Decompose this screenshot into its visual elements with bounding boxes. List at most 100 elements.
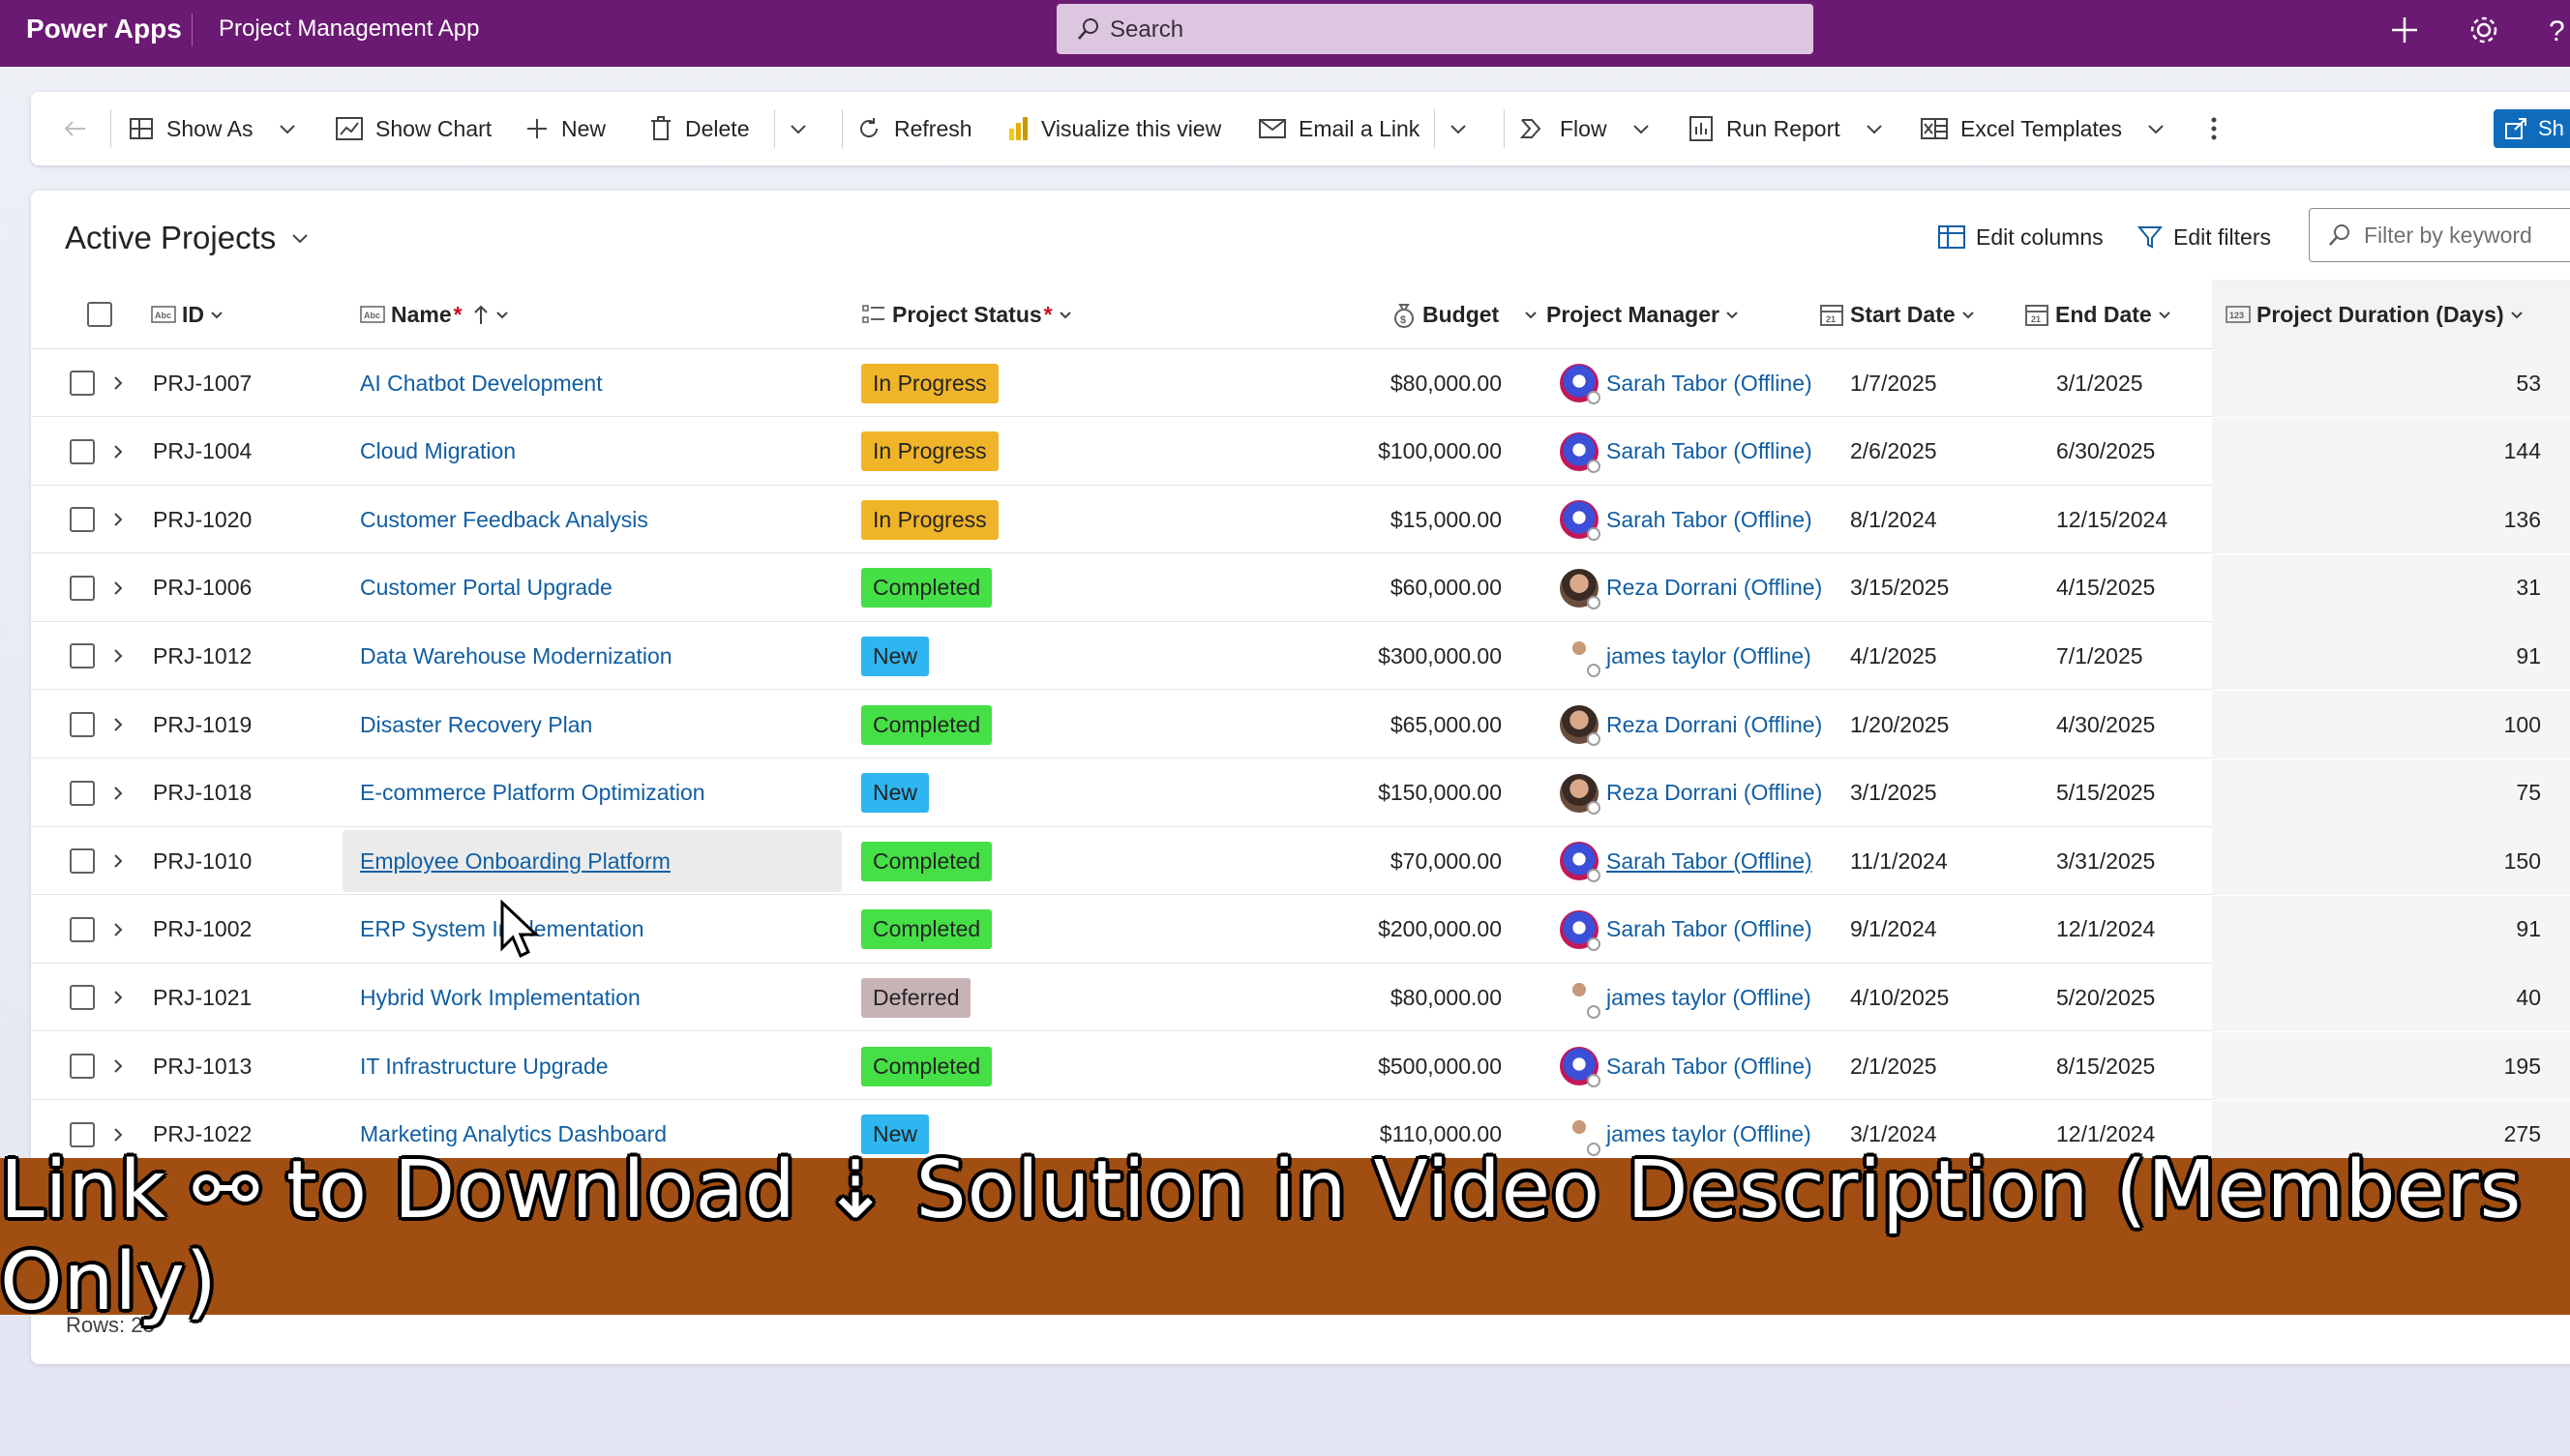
more-email-chevron[interactable]	[1448, 92, 1469, 165]
table-row[interactable]: PRJ-1004 Cloud Migration In Progress $10…	[31, 417, 2570, 486]
excel-templates-button[interactable]: Excel Templates	[1920, 92, 2167, 165]
column-header-end-date[interactable]: 21 End Date	[2024, 280, 2173, 349]
cell-name-link[interactable]: Disaster Recovery Plan	[360, 711, 593, 737]
row-checkbox[interactable]	[70, 486, 95, 553]
help-icon[interactable]: ?	[2541, 12, 2570, 48]
cell-name-link[interactable]: IT Infrastructure Upgrade	[360, 1053, 609, 1079]
table-row[interactable]: PRJ-1019 Disaster Recovery Plan Complete…	[31, 691, 2570, 758]
new-button[interactable]: New	[524, 92, 606, 165]
row-checkbox[interactable]	[70, 759, 95, 827]
cell-manager-link[interactable]: Reza Dorrani (Offline)	[1560, 554, 1822, 622]
delete-button[interactable]: Delete	[648, 92, 749, 165]
flow-button[interactable]: Flow	[1519, 92, 1652, 165]
select-all-checkbox[interactable]	[87, 280, 112, 349]
table-row[interactable]: PRJ-1006 Customer Portal Upgrade Complet…	[31, 553, 2570, 622]
checkbox[interactable]	[70, 507, 95, 533]
expand-row-button[interactable]	[108, 691, 128, 758]
checkbox[interactable]	[87, 302, 112, 327]
plus-icon[interactable]	[2386, 12, 2423, 48]
expand-row-button[interactable]	[108, 418, 128, 486]
expand-row-button[interactable]	[108, 1032, 128, 1100]
checkbox[interactable]	[70, 780, 95, 806]
more-commands-button[interactable]	[2208, 92, 2220, 165]
cell-name-link[interactable]: Hybrid Work Implementation	[360, 984, 641, 1010]
checkbox[interactable]	[70, 848, 95, 875]
cell-name-link[interactable]: Data Warehouse Modernization	[360, 642, 672, 669]
cell-manager-link[interactable]: james taylor (Offline)	[1560, 622, 1811, 690]
expand-row-button[interactable]	[108, 896, 128, 964]
cell-name-link[interactable]: AI Chatbot Development	[360, 370, 603, 396]
checkbox[interactable]	[70, 438, 95, 464]
table-row[interactable]: PRJ-1021 Hybrid Work Implementation Defe…	[31, 964, 2570, 1032]
column-header-budget[interactable]: $ Budget	[1391, 280, 1539, 349]
expand-row-button[interactable]	[108, 554, 128, 622]
gear-icon[interactable]	[2465, 12, 2502, 48]
expand-row-button[interactable]	[108, 759, 128, 827]
expand-row-button[interactable]	[108, 964, 128, 1031]
cell-manager-link[interactable]: Sarah Tabor (Offline)	[1560, 418, 1812, 486]
expand-row-button[interactable]	[108, 622, 128, 690]
share-button[interactable]: Sh	[2494, 109, 2570, 148]
cell-manager-link[interactable]: Sarah Tabor (Offline)	[1560, 1032, 1812, 1100]
app-name[interactable]: Project Management App	[219, 15, 480, 42]
cell-name-link[interactable]: E-commerce Platform Optimization	[360, 780, 705, 806]
view-selector[interactable]: Active Projects	[65, 220, 311, 256]
refresh-button[interactable]: Refresh	[855, 92, 972, 165]
row-checkbox[interactable]	[70, 896, 95, 964]
row-checkbox[interactable]	[70, 1032, 95, 1100]
row-checkbox[interactable]	[70, 964, 95, 1031]
checkbox[interactable]	[70, 1121, 95, 1147]
show-as-button[interactable]: Show As	[128, 92, 298, 165]
cell-manager-link[interactable]: james taylor (Offline)	[1560, 1101, 1811, 1169]
filter-by-keyword-input[interactable]: Filter by keyword	[2309, 208, 2570, 262]
row-checkbox[interactable]	[70, 554, 95, 622]
checkbox[interactable]	[70, 643, 95, 669]
table-row[interactable]: PRJ-1007 AI Chatbot Development In Progr…	[31, 349, 2570, 417]
table-row[interactable]: PRJ-1018 E-commerce Platform Optimizatio…	[31, 758, 2570, 827]
cell-manager-link[interactable]: Reza Dorrani (Offline)	[1560, 691, 1822, 758]
cell-manager-link[interactable]: Sarah Tabor (Offline)	[1560, 486, 1812, 553]
edit-columns-button[interactable]: Edit columns	[1937, 220, 2104, 254]
row-checkbox[interactable]	[70, 827, 95, 895]
search-input[interactable]: Search	[1057, 4, 1813, 54]
row-checkbox[interactable]	[70, 349, 95, 417]
row-checkbox[interactable]	[70, 691, 95, 758]
column-header-duration[interactable]: 123 Project Duration (Days)	[2212, 280, 2570, 349]
cell-manager-link[interactable]: Sarah Tabor (Offline)	[1560, 827, 1812, 895]
checkbox[interactable]	[70, 916, 95, 942]
brand-name[interactable]: Power Apps	[26, 14, 182, 44]
email-link-button[interactable]: Email a Link	[1258, 92, 1419, 165]
checkbox[interactable]	[70, 575, 95, 601]
expand-row-button[interactable]	[108, 1101, 128, 1169]
cell-manager-link[interactable]: james taylor (Offline)	[1560, 964, 1811, 1031]
table-row[interactable]: PRJ-1012 Data Warehouse Modernization Ne…	[31, 622, 2570, 691]
edit-filters-button[interactable]: Edit filters	[2137, 220, 2271, 254]
cell-name-link[interactable]: Customer Portal Upgrade	[360, 575, 613, 601]
checkbox[interactable]	[70, 985, 95, 1011]
column-header-status[interactable]: Project Status *	[861, 280, 1074, 349]
cell-name-link[interactable]: Cloud Migration	[360, 438, 517, 464]
table-row[interactable]: PRJ-1020 Customer Feedback Analysis In P…	[31, 486, 2570, 554]
column-header-name[interactable]: Abc Name *	[360, 280, 511, 349]
table-row[interactable]: PRJ-1013 IT Infrastructure Upgrade Compl…	[31, 1032, 2570, 1100]
cell-manager-link[interactable]: Sarah Tabor (Offline)	[1560, 896, 1812, 964]
checkbox[interactable]	[70, 1054, 95, 1079]
cell-manager-link[interactable]: Reza Dorrani (Offline)	[1560, 759, 1822, 827]
visualize-button[interactable]: Visualize this view	[1006, 92, 1221, 165]
row-checkbox[interactable]	[70, 1101, 95, 1169]
expand-row-button[interactable]	[108, 827, 128, 895]
expand-row-button[interactable]	[108, 486, 128, 553]
table-row[interactable]: PRJ-1022 Marketing Analytics Dashboard N…	[31, 1100, 2570, 1169]
cell-manager-link[interactable]: Sarah Tabor (Offline)	[1560, 349, 1812, 417]
checkbox[interactable]	[70, 371, 95, 396]
more-delete-chevron[interactable]	[788, 92, 809, 165]
show-chart-button[interactable]: Show Chart	[335, 92, 492, 165]
row-checkbox[interactable]	[70, 418, 95, 486]
cell-name-link[interactable]: Employee Onboarding Platform	[360, 847, 671, 874]
cell-name-link[interactable]: Customer Feedback Analysis	[360, 506, 648, 532]
run-report-button[interactable]: Run Report	[1688, 92, 1885, 165]
table-row[interactable]: PRJ-1010 Employee Onboarding Platform Co…	[31, 827, 2570, 896]
table-row[interactable]: PRJ-1002 ERP System Implementation Compl…	[31, 895, 2570, 964]
column-header-start-date[interactable]: 21 Start Date	[1819, 280, 1977, 349]
column-header-manager[interactable]: Project Manager	[1546, 280, 1741, 349]
